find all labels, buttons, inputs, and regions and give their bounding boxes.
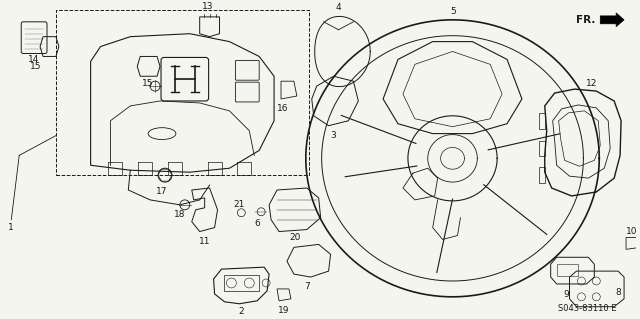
Polygon shape xyxy=(600,13,624,27)
Text: 19: 19 xyxy=(278,306,290,315)
Text: 10: 10 xyxy=(627,227,637,236)
Text: 2: 2 xyxy=(239,307,244,316)
Text: 8: 8 xyxy=(615,288,621,297)
Text: 6: 6 xyxy=(254,219,260,228)
Text: 18: 18 xyxy=(174,210,186,219)
Text: 9: 9 xyxy=(564,290,570,299)
Text: 12: 12 xyxy=(586,79,597,88)
Text: 16: 16 xyxy=(277,104,289,113)
Bar xyxy=(225,275,259,291)
Text: 7: 7 xyxy=(304,282,310,292)
Text: S043-83110 E: S043-83110 E xyxy=(557,304,616,313)
Text: 11: 11 xyxy=(199,237,211,246)
Text: 21: 21 xyxy=(234,200,245,209)
Text: 15: 15 xyxy=(142,79,154,88)
Text: 13: 13 xyxy=(202,3,213,11)
Text: 17: 17 xyxy=(156,188,168,197)
Bar xyxy=(557,264,579,276)
Text: 1: 1 xyxy=(8,223,14,232)
Text: 5: 5 xyxy=(451,7,456,17)
Text: 20: 20 xyxy=(289,233,301,242)
FancyArrowPatch shape xyxy=(602,18,613,22)
Text: FR.: FR. xyxy=(577,15,596,25)
Text: 15: 15 xyxy=(30,62,42,71)
Text: 3: 3 xyxy=(331,131,337,140)
Text: 4: 4 xyxy=(336,4,341,12)
Text: 14: 14 xyxy=(28,55,40,64)
